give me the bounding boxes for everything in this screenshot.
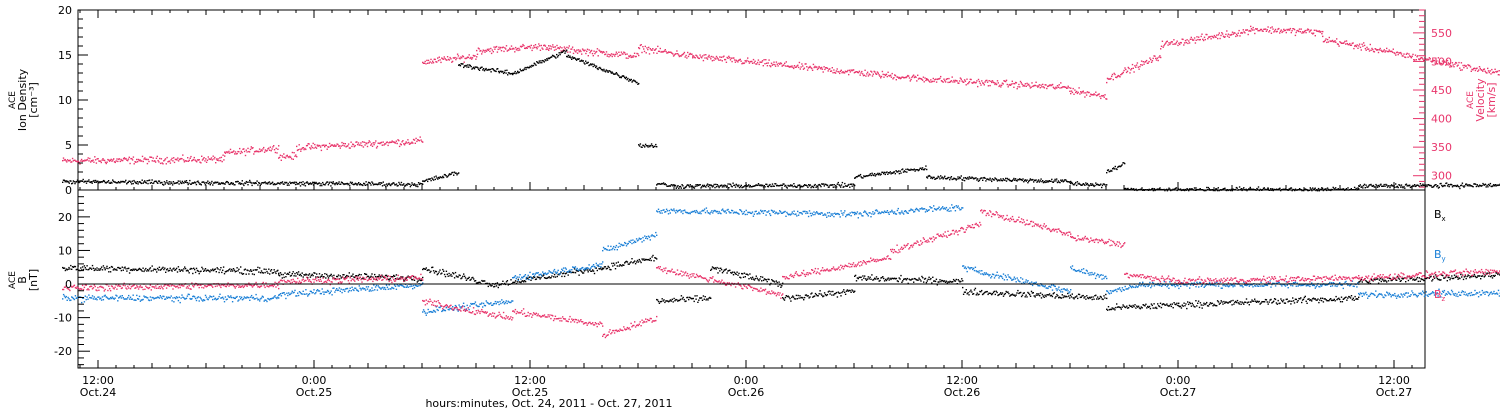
x-tick-time: 12:00 — [1378, 374, 1410, 387]
x-tick-date: Oct.25 — [296, 386, 333, 399]
bz-series — [62, 209, 1500, 339]
x-tick-time: 0:00 — [302, 374, 327, 387]
b-tick-label: 0 — [65, 278, 72, 291]
velocity-ylabel-line: Velocity — [1474, 78, 1487, 122]
x-tick-time: 0:00 — [734, 374, 759, 387]
by-label: By — [1434, 248, 1446, 263]
x-tick-time: 12:00 — [514, 374, 546, 387]
velocity-tick-label: 400 — [1431, 113, 1452, 126]
velocity-tick-label: 350 — [1431, 141, 1452, 154]
density-ylabel-line: ACE — [8, 91, 18, 109]
x-axis-label: hours:minutes, Oct. 24, 2011 - Oct. 27, … — [425, 397, 672, 410]
x-tick-time: 12:00 — [82, 374, 114, 387]
velocity-tick-label: 300 — [1431, 170, 1452, 183]
bz-subscript: z — [1442, 295, 1446, 303]
b-ylabel-line: [nT] — [27, 269, 40, 291]
x-tick-time: 12:00 — [946, 374, 978, 387]
velocity-tick-label: 500 — [1431, 55, 1452, 68]
velocity-ylabel-line: [km/s] — [1485, 82, 1498, 117]
density-ylabel-line: [cm⁻³] — [27, 82, 40, 118]
bx-label: Bx — [1434, 208, 1446, 223]
bx-series — [62, 254, 1500, 311]
x-tick-date: Oct.27 — [1160, 386, 1197, 399]
b-ylabel-line: B — [16, 276, 29, 284]
density-tick-label: 5 — [65, 139, 72, 152]
density-tick-label: 10 — [58, 94, 72, 107]
density-tick-label: 15 — [58, 49, 72, 62]
density-ylabel-line: Ion Density — [16, 68, 29, 131]
x-tick-date: Oct.26 — [728, 386, 765, 399]
by-series — [62, 204, 1500, 316]
density-tick-label: 0 — [65, 184, 72, 197]
by-subscript: y — [1442, 255, 1446, 263]
velocity-tick-label: 450 — [1431, 84, 1452, 97]
bx-subscript: x — [1442, 215, 1446, 223]
bz-label: Bz — [1434, 288, 1446, 303]
velocity-series — [62, 25, 1500, 165]
velocity-tick-label: 550 — [1431, 27, 1452, 40]
x-tick-date: Oct.25 — [512, 386, 549, 399]
density-tick-label: 20 — [58, 4, 72, 17]
x-tick-date: Oct.27 — [1376, 386, 1413, 399]
b-tick-label: 10 — [58, 244, 72, 257]
b-tick-label: -20 — [54, 345, 72, 358]
b-ylabel-line: ACE — [8, 271, 18, 289]
x-tick-date: Oct.24 — [80, 386, 117, 399]
x-tick-date: Oct.26 — [944, 386, 981, 399]
x-tick-time: 0:00 — [1166, 374, 1191, 387]
b-tick-label: -10 — [54, 312, 72, 325]
b-tick-label: 20 — [58, 211, 72, 224]
velocity-ylabel-line: ACE — [1466, 91, 1476, 109]
density-series — [62, 49, 1500, 192]
